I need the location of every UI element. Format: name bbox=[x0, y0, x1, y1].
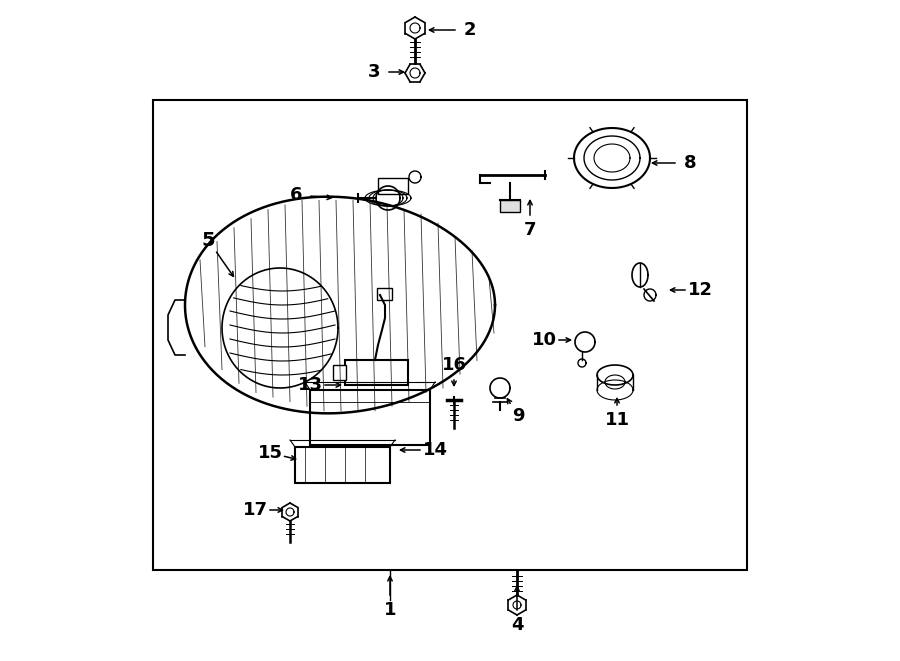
Text: 14: 14 bbox=[422, 441, 447, 459]
Text: 4: 4 bbox=[511, 616, 523, 634]
Bar bbox=[500, 200, 520, 212]
Text: 5: 5 bbox=[202, 231, 215, 249]
Text: 11: 11 bbox=[605, 411, 629, 429]
Text: 10: 10 bbox=[532, 331, 556, 349]
Bar bbox=[378, 178, 408, 194]
Bar bbox=[310, 390, 430, 445]
Text: 2: 2 bbox=[464, 21, 476, 39]
Text: 17: 17 bbox=[242, 501, 267, 519]
Text: 3: 3 bbox=[368, 63, 380, 81]
Text: 15: 15 bbox=[257, 444, 283, 462]
Text: 16: 16 bbox=[442, 356, 466, 374]
Bar bbox=[377, 288, 392, 300]
Text: 1: 1 bbox=[383, 601, 396, 619]
Text: 7: 7 bbox=[524, 221, 536, 239]
Text: 13: 13 bbox=[298, 376, 322, 394]
Bar bbox=[345, 360, 408, 385]
Bar bbox=[153, 100, 747, 570]
Bar bbox=[295, 447, 390, 483]
Text: 8: 8 bbox=[684, 154, 697, 172]
Bar bbox=[333, 365, 346, 380]
Text: 9: 9 bbox=[512, 407, 524, 425]
Text: 6: 6 bbox=[290, 186, 302, 204]
Text: 12: 12 bbox=[688, 281, 713, 299]
